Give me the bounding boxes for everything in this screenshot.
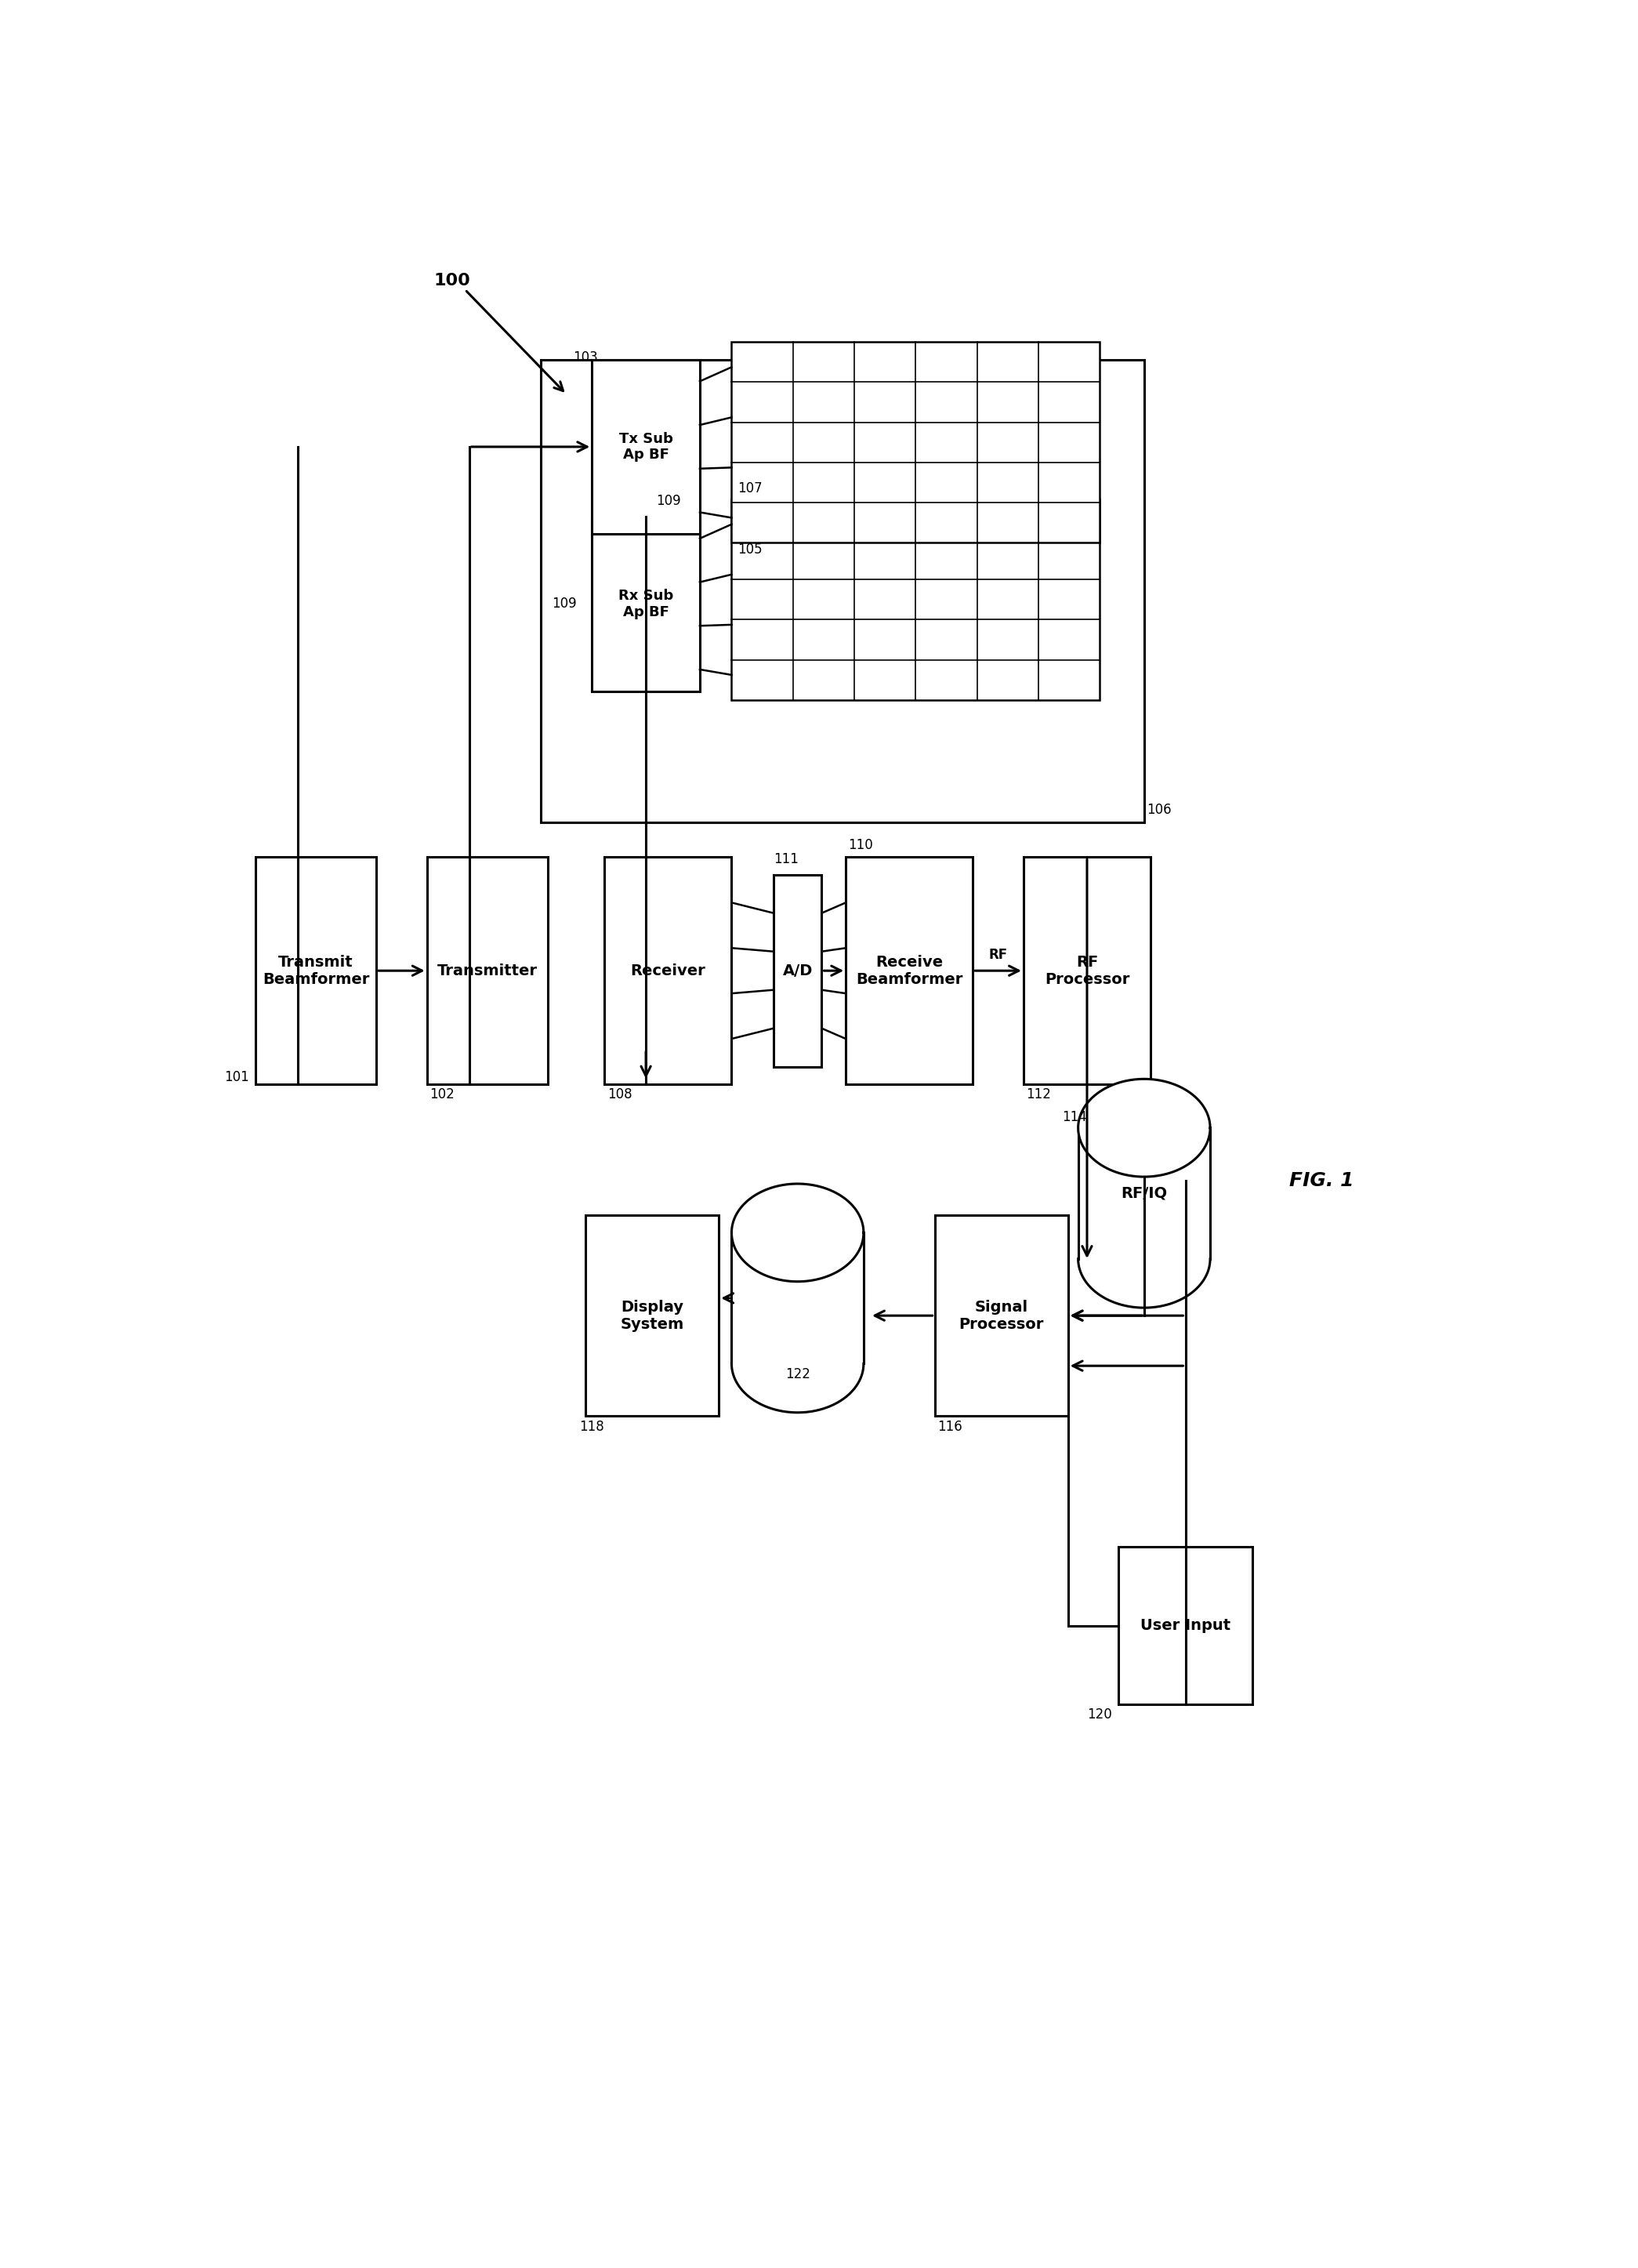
Text: 100: 100 bbox=[434, 272, 470, 288]
Text: 103: 103 bbox=[573, 352, 598, 365]
Text: RF/IQ: RF/IQ bbox=[1120, 1186, 1168, 1200]
Text: 101: 101 bbox=[224, 1070, 249, 1084]
Bar bbox=[604, 857, 732, 1084]
Bar bbox=[773, 875, 822, 1066]
Bar bbox=[1119, 1547, 1251, 1703]
Bar bbox=[1078, 1127, 1210, 1259]
Text: FIG. 1: FIG. 1 bbox=[1289, 1170, 1355, 1191]
Polygon shape bbox=[1078, 1080, 1210, 1177]
Text: Transmitter: Transmitter bbox=[437, 964, 537, 978]
Text: 114: 114 bbox=[1061, 1111, 1088, 1125]
Text: Receiver: Receiver bbox=[631, 964, 706, 978]
Bar bbox=[586, 1216, 719, 1415]
Bar bbox=[732, 499, 1099, 701]
Text: 102: 102 bbox=[429, 1089, 454, 1102]
Polygon shape bbox=[732, 1184, 863, 1281]
Text: 112: 112 bbox=[1025, 1089, 1052, 1102]
Text: A/D: A/D bbox=[783, 964, 812, 978]
Text: 110: 110 bbox=[848, 837, 873, 853]
Text: 108: 108 bbox=[608, 1089, 632, 1102]
Text: 109: 109 bbox=[552, 596, 577, 610]
Bar bbox=[732, 1234, 863, 1363]
Bar bbox=[428, 857, 547, 1084]
Text: 120: 120 bbox=[1088, 1708, 1112, 1721]
Bar bbox=[591, 517, 699, 692]
Text: 107: 107 bbox=[737, 481, 763, 497]
Text: Display
System: Display System bbox=[621, 1300, 685, 1331]
Text: 109: 109 bbox=[657, 494, 681, 508]
Bar bbox=[935, 1216, 1068, 1415]
Text: Tx Sub
Ap BF: Tx Sub Ap BF bbox=[619, 431, 673, 463]
Text: User Input: User Input bbox=[1140, 1617, 1230, 1633]
Bar bbox=[732, 342, 1099, 542]
Text: 111: 111 bbox=[773, 853, 798, 866]
Text: 118: 118 bbox=[580, 1420, 604, 1433]
Text: 122: 122 bbox=[785, 1368, 811, 1381]
Text: Signal
Processor: Signal Processor bbox=[958, 1300, 1043, 1331]
Bar bbox=[541, 358, 1143, 823]
Bar bbox=[845, 857, 973, 1084]
Text: RF: RF bbox=[989, 948, 1007, 962]
Bar bbox=[591, 358, 699, 535]
Text: 105: 105 bbox=[737, 542, 763, 558]
Bar bbox=[1024, 857, 1150, 1084]
Text: Receive
Beamformer: Receive Beamformer bbox=[855, 955, 963, 987]
Text: Rx Sub
Ap BF: Rx Sub Ap BF bbox=[619, 590, 673, 619]
Text: Transmit
Beamformer: Transmit Beamformer bbox=[262, 955, 369, 987]
Bar bbox=[256, 857, 377, 1084]
Text: 106: 106 bbox=[1147, 803, 1171, 816]
Text: RF
Processor: RF Processor bbox=[1045, 955, 1130, 987]
Text: 116: 116 bbox=[937, 1420, 962, 1433]
